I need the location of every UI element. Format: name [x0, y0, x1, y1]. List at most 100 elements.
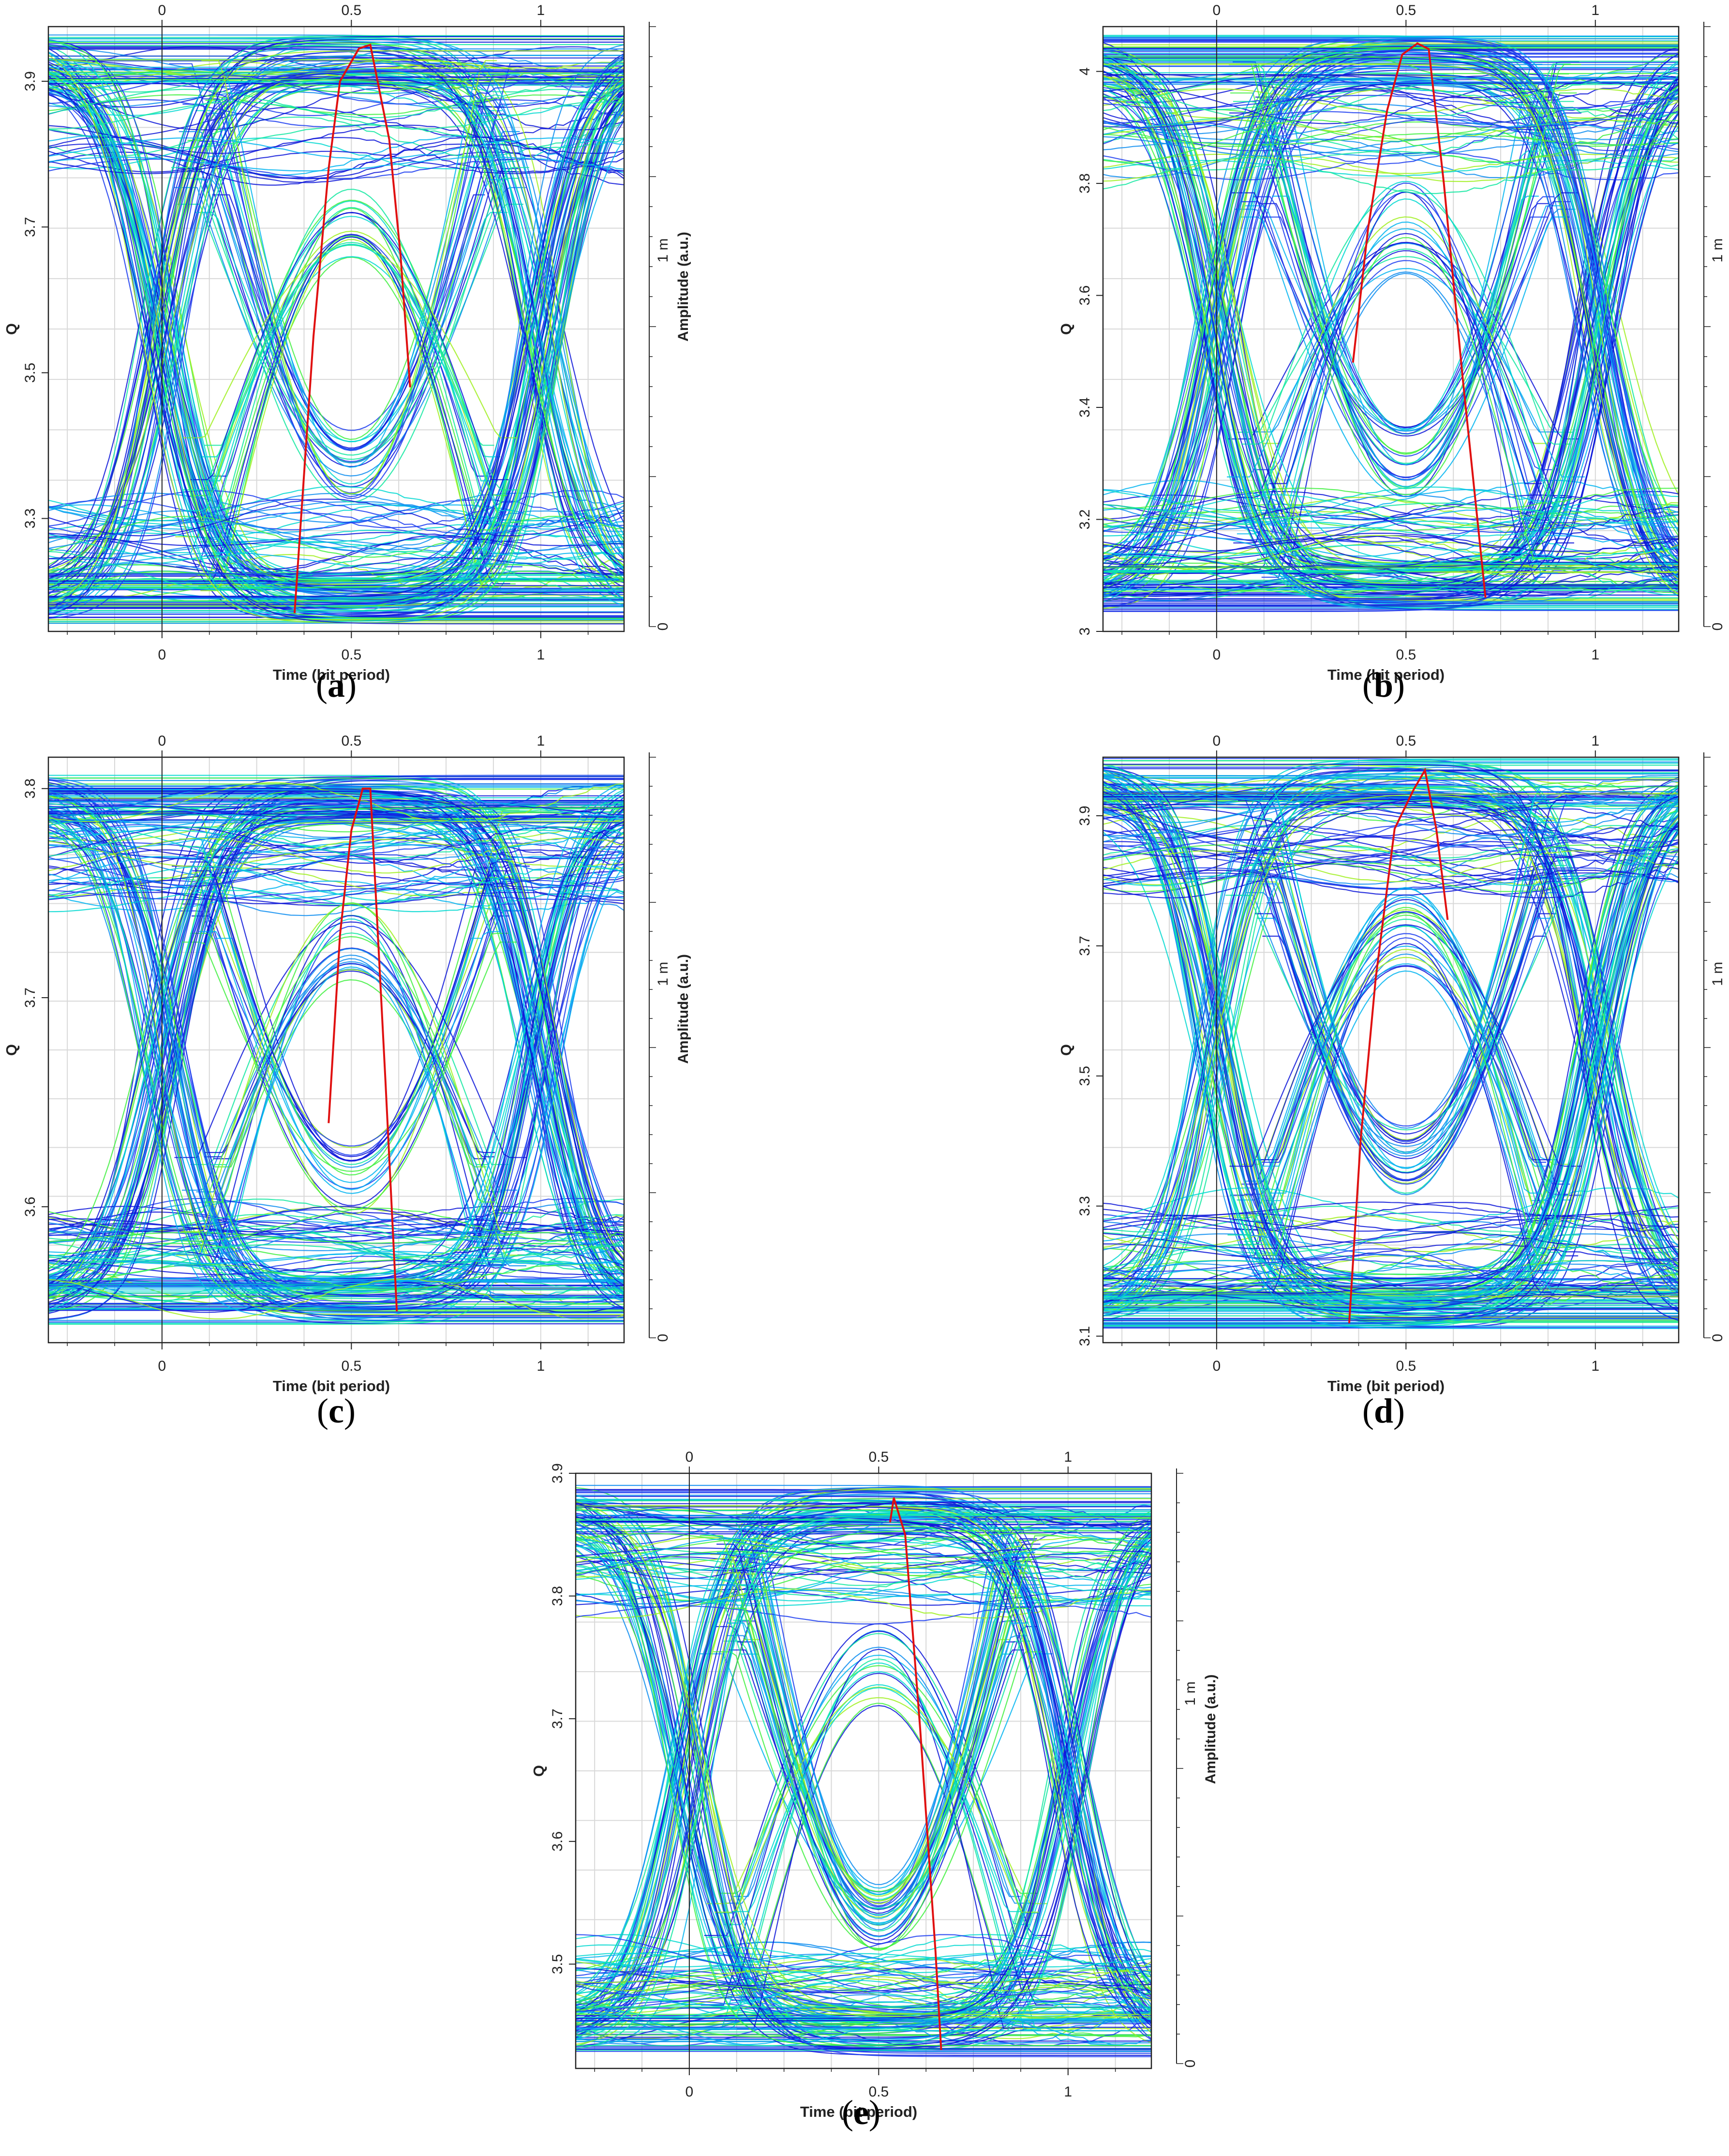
eye-trace — [1103, 1269, 1679, 1306]
eye-trace — [48, 783, 624, 1320]
eye-trace — [48, 794, 624, 1305]
eye-trace — [1103, 808, 1679, 1302]
eye-trace — [1240, 63, 1570, 490]
eye-trace — [48, 105, 624, 599]
eye-trace — [1103, 807, 1679, 837]
eye-trace — [48, 821, 624, 1305]
eye-trace — [1103, 73, 1679, 602]
eye-trace — [48, 1212, 624, 1248]
eye-trace — [48, 532, 624, 547]
eye-trace — [1268, 887, 1542, 1194]
eye-trace — [701, 1602, 1054, 1909]
eye-trace — [180, 903, 522, 1232]
eye-trace — [1237, 800, 1573, 1144]
eye-trace — [727, 1622, 1028, 1937]
eye-trace — [718, 1521, 1037, 1932]
eye-trace — [48, 807, 624, 1271]
x-tick-label-top: 0.5 — [341, 733, 361, 749]
eye-trace — [185, 858, 515, 1156]
y-tick-label: 3.7 — [22, 988, 38, 1008]
eye-trace — [48, 1259, 624, 1277]
eye-trace — [1259, 853, 1549, 1129]
eye-trace — [1103, 64, 1679, 588]
eye-trace — [48, 822, 624, 1306]
eye-trace — [576, 1974, 1151, 2006]
eye-trace — [48, 69, 624, 605]
eye-trace — [199, 140, 501, 450]
eye-trace — [1259, 912, 1549, 1256]
eye-trace — [1233, 914, 1575, 1245]
eye-trace — [745, 1556, 1012, 1895]
eye-trace — [1261, 182, 1546, 578]
eye-trace — [48, 83, 624, 592]
y-tick-label: 3.8 — [22, 779, 38, 799]
eye-trace — [48, 64, 624, 598]
amplitude-axis-label: Amplitude (a.u.) — [675, 232, 691, 342]
eye-trace — [208, 70, 492, 468]
x-tick-label: 0 — [1213, 647, 1221, 663]
eye-trace — [48, 55, 624, 608]
eye-trace — [576, 1512, 1151, 2003]
eye-trace — [576, 1510, 1151, 1974]
eye-trace — [745, 1573, 1012, 1904]
eye-trace — [576, 1585, 1151, 1597]
eye-trace — [48, 805, 624, 1277]
eye-trace — [48, 825, 624, 840]
eye-trace — [576, 1542, 1151, 1579]
eye-trace — [1103, 157, 1679, 195]
eye-trace — [1103, 112, 1679, 574]
eye-trace — [729, 1572, 1025, 1914]
eye-trace — [200, 239, 502, 591]
eye-trace — [194, 915, 507, 1266]
eye-trace — [184, 243, 514, 511]
eye-trace — [576, 2010, 1151, 2045]
eye-trace — [179, 910, 520, 1147]
eye-trace — [48, 101, 624, 130]
eye-trace — [576, 1934, 1151, 1968]
panel-caption-a: (a) — [316, 666, 357, 704]
eye-trace — [1103, 81, 1679, 595]
eye-trace — [48, 83, 624, 586]
amplitude-tick-label: 1 m — [1710, 962, 1726, 986]
eye-trace — [576, 1531, 1151, 2019]
q-factor-curve — [1348, 767, 1449, 1323]
eye-trace — [576, 2013, 1151, 2037]
eye-trace — [1103, 502, 1679, 520]
eye-diagram-panel-d: 0 0 0.5 0.5 1 1 3.1 3.3 3.5 3.7 3.9 0 1 m Time (bit p… — [1058, 733, 1726, 1394]
eye-diagram-panel-b: 0 0 0.5 0.5 1 1 3 3.2 3.4 3.6 3.8 4 0 1 m Time (bit pe… — [1058, 2, 1726, 683]
eye-trace — [1103, 776, 1679, 1320]
eye-trace — [1103, 1187, 1679, 1224]
eye-diagram-panel-e: 0 0 0.5 0.5 1 1 3.5 3.6 3.7 3.8 3.9 0 1 m Time (bit p… — [530, 1449, 1219, 2120]
eye-trace — [1227, 268, 1585, 478]
eye-trace — [48, 1198, 624, 1238]
eye-trace — [576, 1484, 1151, 2000]
eye-trace — [1261, 237, 1551, 559]
eye-trace — [48, 1244, 624, 1259]
eye-trace — [576, 1944, 1151, 1973]
y-tick-label: 3.3 — [1077, 1196, 1093, 1216]
eye-trace — [174, 921, 527, 1158]
eye-trace — [1103, 798, 1679, 840]
eye-trace — [1103, 95, 1679, 109]
eye-trace — [1103, 796, 1679, 1273]
eye-trace — [1256, 943, 1552, 1293]
eye-trace — [1225, 895, 1583, 1131]
eye-trace — [48, 777, 624, 1280]
eye-trace — [576, 1488, 1151, 2045]
eye-trace — [190, 212, 509, 480]
eye-trace — [576, 1506, 1151, 2014]
eye-trace — [576, 1492, 1151, 2023]
eye-trace — [576, 1527, 1151, 2019]
q-factor-curve — [293, 44, 411, 614]
eye-trace — [48, 94, 624, 115]
eye-trace — [1103, 76, 1679, 565]
eye-trace — [576, 1514, 1151, 2015]
eye-trace — [48, 782, 624, 823]
eye-trace — [576, 1502, 1151, 2013]
y-tick-label: 3.7 — [550, 1708, 566, 1729]
eye-trace — [48, 84, 624, 574]
y-tick-label: 3.5 — [1077, 1066, 1093, 1086]
eye-trace — [204, 241, 494, 446]
eye-trace — [1103, 770, 1679, 1323]
eye-trace — [731, 1705, 1021, 2001]
